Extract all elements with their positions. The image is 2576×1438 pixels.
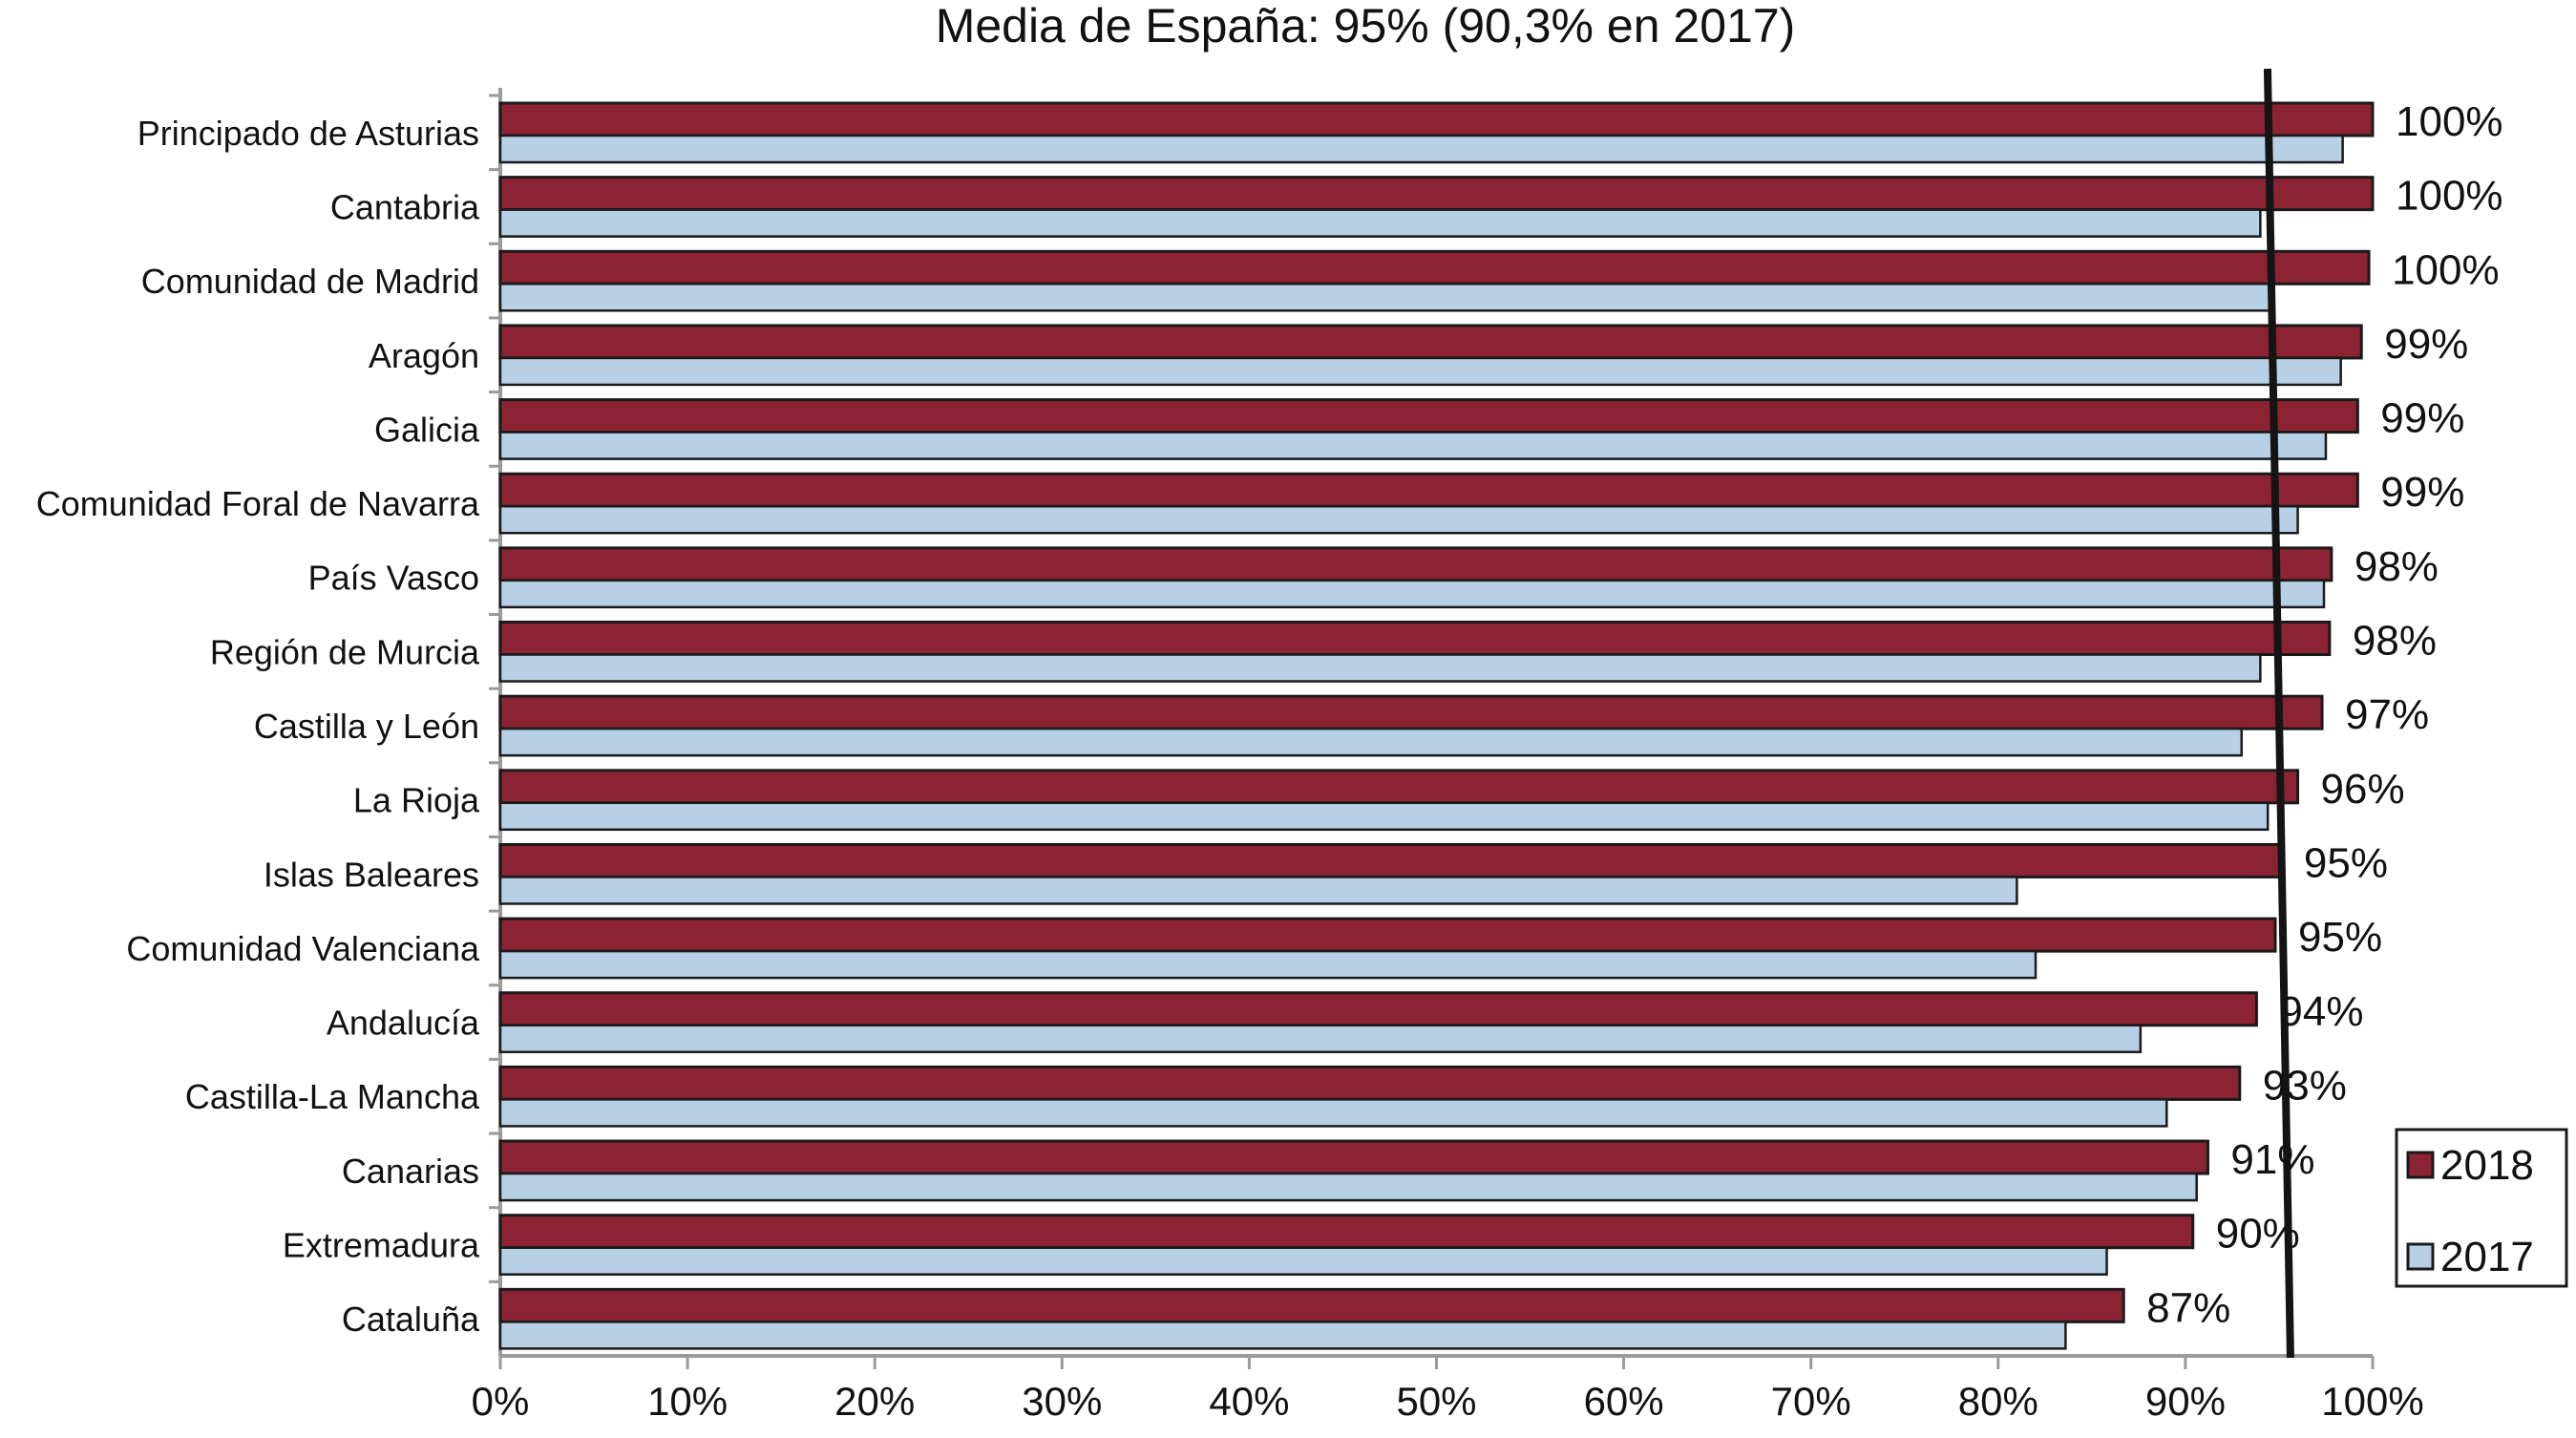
- category-labels: Principado de Asturias Cantabria Comunidad…: [36, 114, 480, 1339]
- legend-swatch-2018: [2406, 1151, 2435, 1179]
- bar-2017: [498, 431, 2328, 460]
- bar-2017: [498, 1321, 2067, 1350]
- bar-2017: [498, 579, 2326, 609]
- data-label-2018: 94%: [2279, 988, 2363, 1035]
- bar-2018: [498, 546, 2333, 582]
- data-label-2018: 93%: [2263, 1062, 2347, 1109]
- bar-2017: [498, 876, 2018, 905]
- chart-title: Media de España: 95% (90,3% en 2017): [936, 0, 1796, 53]
- bar-2017: [498, 134, 2344, 164]
- bar-2018: [498, 842, 2283, 878]
- x-tick-label: 50%: [1396, 1379, 1476, 1424]
- category-label: La Rioja: [353, 781, 480, 820]
- bar-2018: [498, 1139, 2209, 1175]
- category-label: Principado de Asturias: [137, 114, 479, 153]
- category-label: Comunidad de Madrid: [141, 262, 479, 301]
- legend-label-2017: 2017: [2440, 1234, 2534, 1280]
- category-label: Castilla-La Mancha: [185, 1077, 480, 1116]
- bars: [498, 101, 2375, 1350]
- x-tick-label: 60%: [1584, 1379, 1664, 1424]
- bar-2017: [498, 1172, 2198, 1202]
- x-tick-labels: 0% 10% 20% 30% 40% 50% 60% 70% 80% 90% 100%: [472, 1379, 2424, 1424]
- data-label-2018: 100%: [2392, 246, 2500, 293]
- data-label-2018: 99%: [2380, 395, 2464, 442]
- bar-2018: [498, 694, 2324, 730]
- legend-swatch-2017: [2406, 1242, 2435, 1271]
- x-tick-label: 90%: [2145, 1379, 2226, 1424]
- category-label: Canarias: [342, 1152, 479, 1191]
- bar-2017: [498, 208, 2262, 238]
- bar-2018: [498, 398, 2359, 434]
- data-label-2018: 100%: [2396, 98, 2503, 145]
- legend: 2018 2017: [2395, 1128, 2568, 1288]
- legend-label-2018: 2018: [2440, 1142, 2534, 1189]
- bar-2017: [498, 727, 2243, 757]
- bar-2018: [498, 621, 2332, 657]
- data-label-2018: 98%: [2354, 543, 2439, 590]
- reference-line-spain-average: [2263, 68, 2294, 1359]
- bar-2017: [498, 1098, 2168, 1128]
- bar-2018: [498, 1287, 2125, 1323]
- bar-2017: [498, 1246, 2108, 1276]
- bar-2017: [498, 283, 2271, 312]
- category-label: Galicia: [374, 410, 480, 449]
- category-label: Comunidad Valenciana: [126, 929, 480, 968]
- x-tick-label: 80%: [1958, 1379, 2038, 1424]
- x-tick-label: 0%: [472, 1379, 530, 1424]
- bar-2018: [498, 917, 2277, 953]
- bar-2018: [498, 769, 2300, 805]
- x-tick-label: 20%: [834, 1379, 915, 1424]
- data-label-2018: 99%: [2384, 321, 2468, 368]
- data-label-2018: 90%: [2216, 1211, 2300, 1258]
- bar-2018: [498, 1065, 2242, 1101]
- category-label: Aragón: [369, 336, 479, 375]
- x-tick-label: 10%: [647, 1379, 728, 1424]
- category-label: Castilla y León: [254, 707, 479, 746]
- category-label: País Vasco: [308, 559, 479, 598]
- data-label-2018: 96%: [2321, 766, 2405, 813]
- data-label-2018: 95%: [2304, 839, 2388, 886]
- data-label-2018: 95%: [2298, 914, 2382, 961]
- data-labels: 100% 100% 100% 99% 99% 99% 98% 98% 97% 96% 95% 95% 9…: [2146, 98, 2502, 1331]
- data-label-2018: 87%: [2146, 1284, 2230, 1331]
- bar-2017: [498, 653, 2262, 683]
- data-label-2018: 98%: [2353, 618, 2437, 665]
- category-label: Cataluña: [342, 1300, 480, 1339]
- category-label: Cantabria: [330, 187, 480, 226]
- bar-2017: [498, 1024, 2143, 1054]
- category-label: Extremadura: [283, 1226, 480, 1265]
- category-label: Región de Murcia: [210, 632, 480, 671]
- data-label-2018: 91%: [2230, 1136, 2314, 1183]
- data-label-2018: 99%: [2380, 469, 2464, 516]
- bar-2018: [498, 249, 2371, 285]
- category-label: Andalucía: [327, 1004, 480, 1043]
- bar-2017: [498, 504, 2299, 535]
- x-tick-label: 100%: [2321, 1379, 2423, 1424]
- bar-2018: [498, 101, 2375, 137]
- bar-2018: [498, 176, 2375, 212]
- bar-2017: [498, 949, 2038, 980]
- bar-2018: [498, 1214, 2195, 1250]
- bar-2017: [498, 356, 2342, 387]
- bar-2018: [498, 472, 2359, 508]
- category-label: Islas Baleares: [264, 855, 479, 894]
- bar-2017: [498, 801, 2270, 832]
- x-tick-label: 40%: [1209, 1379, 1289, 1424]
- x-tick-label: 30%: [1022, 1379, 1102, 1424]
- data-label-2018: 97%: [2345, 691, 2429, 738]
- x-tick-label: 70%: [1771, 1379, 1851, 1424]
- category-label: Comunidad Foral de Navarra: [36, 484, 480, 523]
- reference-line-group: [2263, 68, 2294, 1359]
- data-label-2018: 100%: [2396, 173, 2503, 220]
- bar-2018: [498, 991, 2258, 1027]
- bar-2018: [498, 324, 2363, 360]
